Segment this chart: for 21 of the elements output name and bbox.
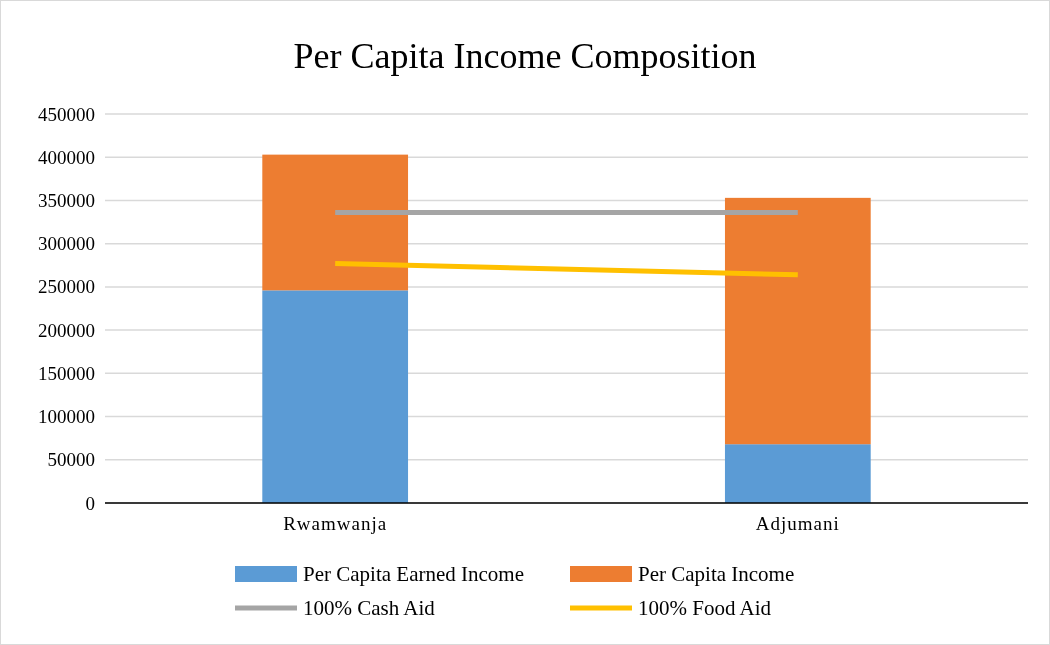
y-tick-label: 0	[85, 492, 95, 514]
bar	[724, 444, 871, 503]
bar	[724, 197, 871, 445]
y-tick-label: 200000	[38, 319, 95, 341]
legend-label: Per Capita Income	[638, 562, 795, 586]
x-tick-label: Adjumani	[755, 513, 840, 535]
legend-label: Per Capita Earned Income	[303, 562, 524, 586]
y-tick-label: 350000	[38, 190, 95, 212]
y-tick-label: 400000	[38, 146, 95, 168]
y-tick-label: 250000	[38, 276, 95, 298]
chart-title: Per Capita Income Composition	[293, 36, 757, 76]
y-tick-label: 150000	[38, 362, 95, 384]
y-tick-label: 50000	[47, 449, 95, 471]
x-tick-label: Rwamwanja	[283, 513, 388, 535]
y-tick-label: 100000	[38, 406, 95, 428]
legend-label: 100% Cash Aid	[303, 596, 436, 620]
y-tick-label: 450000	[38, 103, 95, 125]
bar	[262, 290, 409, 503]
y-tick-label: 300000	[38, 233, 95, 255]
bar	[262, 154, 409, 291]
legend-label: 100% Food Aid	[638, 596, 772, 620]
